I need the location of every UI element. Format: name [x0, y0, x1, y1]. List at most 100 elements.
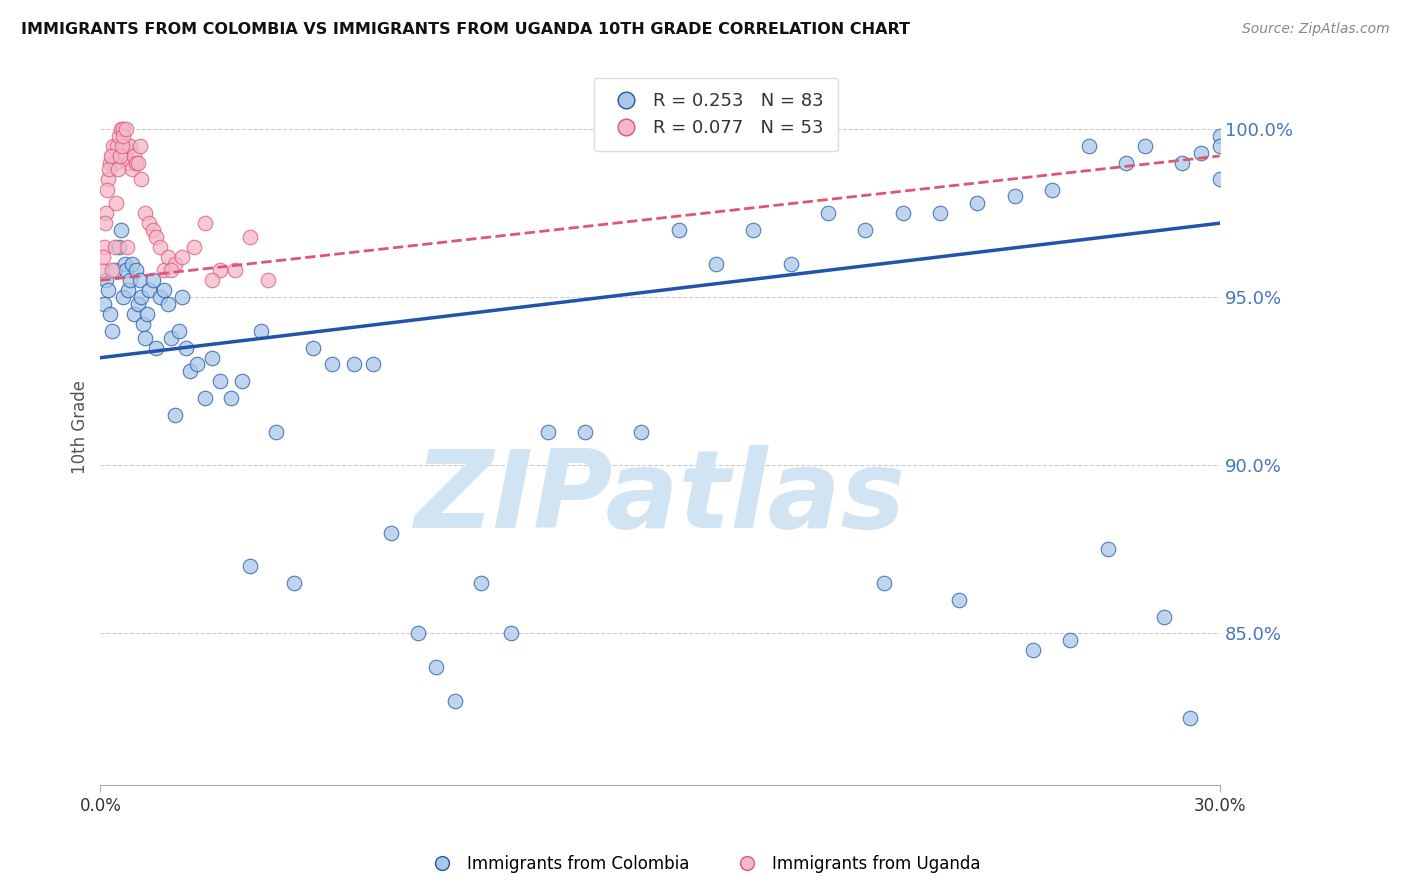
- Point: [1059, 633, 1081, 648]
- Point: [891, 206, 914, 220]
- Point: [120, 273, 142, 287]
- Point: [108, 149, 131, 163]
- Point: [239, 229, 262, 244]
- Point: [138, 216, 160, 230]
- Point: [425, 660, 447, 674]
- Point: [179, 364, 201, 378]
- Point: [302, 341, 325, 355]
- Point: [1040, 183, 1063, 197]
- Point: [142, 273, 165, 287]
- Point: [152, 284, 174, 298]
- Point: [117, 284, 139, 298]
- Y-axis label: 10th Grade: 10th Grade: [72, 380, 89, 474]
- Point: [186, 358, 208, 372]
- Point: [249, 324, 271, 338]
- Point: [125, 263, 148, 277]
- Point: [1209, 139, 1232, 153]
- Point: [443, 694, 465, 708]
- Point: [127, 155, 149, 169]
- Point: [201, 351, 224, 365]
- Point: [121, 256, 143, 270]
- Point: [98, 155, 121, 169]
- Point: [114, 139, 136, 153]
- Point: [1209, 128, 1232, 143]
- Text: ZIPatlas: ZIPatlas: [415, 445, 905, 551]
- Point: [231, 374, 253, 388]
- Point: [112, 128, 135, 143]
- Point: [142, 223, 165, 237]
- Point: [138, 284, 160, 298]
- Point: [111, 139, 134, 153]
- Point: [125, 155, 148, 169]
- Point: [163, 408, 186, 422]
- Point: [145, 229, 167, 244]
- Point: [108, 128, 131, 143]
- Point: [149, 240, 172, 254]
- Point: [98, 307, 121, 321]
- Point: [156, 250, 179, 264]
- Point: [160, 330, 183, 344]
- Point: [283, 576, 305, 591]
- Point: [134, 330, 156, 344]
- Point: [100, 149, 122, 163]
- Point: [100, 149, 122, 163]
- Point: [152, 263, 174, 277]
- Point: [321, 358, 343, 372]
- Point: [537, 425, 560, 439]
- Point: [121, 162, 143, 177]
- Point: [131, 172, 153, 186]
- Point: [219, 391, 242, 405]
- Point: [107, 162, 129, 177]
- Point: [115, 263, 138, 277]
- Point: [873, 576, 896, 591]
- Point: [111, 122, 134, 136]
- Point: [1171, 155, 1194, 169]
- Point: [156, 297, 179, 311]
- Point: [114, 256, 136, 270]
- Point: [91, 250, 114, 264]
- Point: [257, 273, 280, 287]
- Point: [406, 626, 429, 640]
- Point: [183, 240, 205, 254]
- Point: [1097, 542, 1119, 557]
- Point: [928, 206, 950, 220]
- Point: [110, 223, 132, 237]
- Point: [101, 263, 124, 277]
- Point: [93, 240, 115, 254]
- Point: [97, 172, 120, 186]
- Point: [1022, 643, 1045, 657]
- Point: [115, 149, 138, 163]
- Point: [104, 263, 127, 277]
- Point: [94, 206, 117, 220]
- Point: [97, 284, 120, 298]
- Point: [668, 223, 690, 237]
- Point: [93, 297, 115, 311]
- Text: IMMIGRANTS FROM COLOMBIA VS IMMIGRANTS FROM UGANDA 10TH GRADE CORRELATION CHART: IMMIGRANTS FROM COLOMBIA VS IMMIGRANTS F…: [21, 22, 910, 37]
- Point: [208, 374, 231, 388]
- Point: [108, 240, 131, 254]
- Point: [115, 240, 138, 254]
- Point: [128, 273, 150, 287]
- Point: [131, 290, 153, 304]
- Point: [194, 391, 217, 405]
- Point: [100, 324, 122, 338]
- Point: [630, 425, 652, 439]
- Point: [1078, 139, 1101, 153]
- Point: [1178, 710, 1201, 724]
- Point: [966, 196, 988, 211]
- Point: [105, 139, 128, 153]
- Point: [94, 273, 117, 287]
- Point: [136, 307, 159, 321]
- Point: [239, 559, 262, 574]
- Point: [127, 297, 149, 311]
- Point: [117, 155, 139, 169]
- Point: [1209, 172, 1232, 186]
- Point: [167, 324, 190, 338]
- Point: [194, 216, 217, 230]
- Point: [91, 263, 114, 277]
- Point: [1189, 145, 1212, 160]
- Point: [380, 525, 402, 540]
- Point: [160, 263, 183, 277]
- Point: [110, 122, 132, 136]
- Point: [149, 290, 172, 304]
